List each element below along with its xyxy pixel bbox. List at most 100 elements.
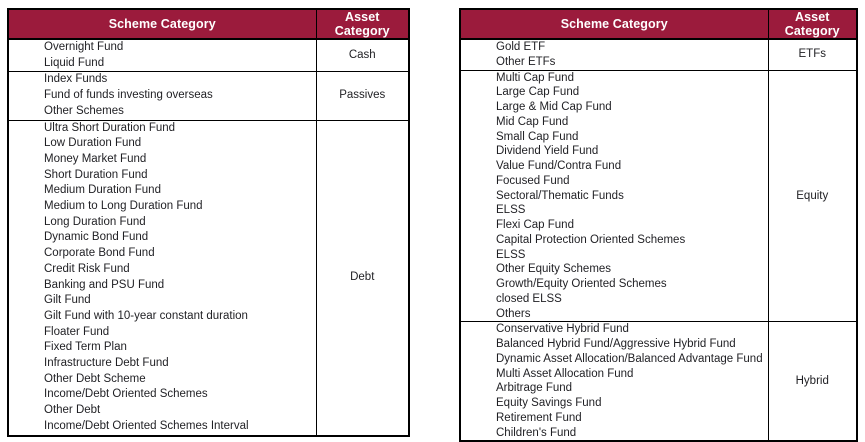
table-row: Flexi Cap Fund bbox=[460, 218, 857, 233]
scheme-cell: Floater Fund bbox=[8, 324, 317, 341]
table-row: Income/Debt Oriented Schemes Interval bbox=[8, 418, 409, 436]
table-row: Corporate Bond Fund bbox=[8, 246, 409, 262]
table-row: Credit Risk Fund bbox=[8, 261, 409, 278]
scheme-cell: Multi Cap Fund bbox=[460, 69, 769, 86]
table-row: Small Cap Fund bbox=[460, 129, 857, 145]
right-scheme-asset-table: Scheme Category Asset Category Gold ETF E… bbox=[459, 8, 858, 442]
scheme-cell: Other Equity Schemes bbox=[460, 262, 769, 277]
scheme-cell: Gilt Fund with 10-year constant duration bbox=[8, 308, 317, 325]
scheme-cell: Focused Fund bbox=[460, 173, 769, 189]
table-row: Dynamic Asset Allocation/Balanced Advant… bbox=[460, 351, 857, 367]
table-row: Liquid Fund bbox=[8, 55, 409, 72]
table-row: Value Fund/Contra Fund bbox=[460, 159, 857, 174]
table-row: Money Market Fund bbox=[8, 151, 409, 168]
scheme-cell: Mid Cap Fund bbox=[460, 114, 769, 130]
table-row: Equity Savings Fund bbox=[460, 396, 857, 411]
table-row: Gilt Fund bbox=[8, 293, 409, 309]
scheme-cell: Equity Savings Fund bbox=[460, 396, 769, 411]
table-row: Capital Protection Oriented Schemes bbox=[460, 232, 857, 248]
table-row: Low Duration Fund bbox=[8, 136, 409, 152]
scheme-cell: Other Debt bbox=[8, 403, 317, 419]
table-row: Large Cap Fund bbox=[460, 85, 857, 100]
scheme-cell: ELSS bbox=[460, 203, 769, 218]
table-row: Balanced Hybrid Fund/Aggressive Hybrid F… bbox=[460, 337, 857, 352]
header-row: Scheme Category Asset Category bbox=[8, 9, 409, 40]
table-row: Others bbox=[460, 306, 857, 322]
asset-category-cell: ETFs bbox=[798, 48, 826, 61]
table-row: Retirement Fund bbox=[460, 410, 857, 426]
table-row: ELSS bbox=[460, 247, 857, 263]
scheme-cell: Infrastructure Debt Fund bbox=[8, 356, 317, 372]
scheme-cell: Retirement Fund bbox=[460, 410, 769, 426]
scheme-cell: Capital Protection Oriented Schemes bbox=[460, 232, 769, 248]
scheme-cell: Fund of funds investing overseas bbox=[8, 88, 317, 104]
table-row: Other ETFs bbox=[460, 54, 857, 70]
scheme-cell: Index Funds bbox=[8, 71, 317, 89]
asset-category-cell: Passives bbox=[316, 71, 409, 121]
table-row: Medium to Long Duration Fund bbox=[8, 199, 409, 215]
left-scheme-asset-table: Scheme Category Asset Category Overnight… bbox=[7, 8, 410, 437]
scheme-cell: Multi Asset Allocation Fund bbox=[460, 366, 769, 382]
table-row: Other Debt Scheme bbox=[8, 371, 409, 388]
table-row: Mid Cap Fund bbox=[460, 114, 857, 130]
scheme-cell: Gilt Fund bbox=[8, 293, 317, 309]
scheme-cell: Value Fund/Contra Fund bbox=[460, 159, 769, 174]
table-row: Dividend Yield Fund bbox=[460, 144, 857, 159]
table-row: Long Duration Fund bbox=[8, 214, 409, 231]
asset-category-header: Asset Category bbox=[768, 9, 857, 40]
table-row: Banking and PSU Fund bbox=[8, 277, 409, 294]
table-row: Focused Fund bbox=[460, 173, 857, 189]
scheme-cell: Low Duration Fund bbox=[8, 136, 317, 152]
scheme-cell: Growth/Equity Oriented Schemes bbox=[460, 277, 769, 292]
asset-category-cell: Hybrid bbox=[768, 321, 857, 442]
table-row: Other Equity Schemes bbox=[460, 262, 857, 277]
table-row: Growth/Equity Oriented Schemes bbox=[460, 277, 857, 292]
table-row: Index Funds Passives bbox=[8, 71, 409, 121]
scheme-cell: Children's Fund bbox=[460, 425, 769, 442]
scheme-cell: Balanced Hybrid Fund/Aggressive Hybrid F… bbox=[460, 337, 769, 352]
scheme-cell: Large & Mid Cap Fund bbox=[460, 100, 769, 115]
scheme-cell: Other ETFs bbox=[460, 54, 769, 70]
asset-category-cell: Equity bbox=[768, 69, 857, 322]
table-row: ELSS bbox=[460, 203, 857, 218]
scheme-cell: Large Cap Fund bbox=[460, 85, 769, 100]
header-row: Scheme Category Asset Category bbox=[460, 9, 857, 40]
scheme-cell: Liquid Fund bbox=[8, 55, 317, 72]
table-row: Infrastructure Debt Fund bbox=[8, 356, 409, 372]
table-row: Multi Cap Fund Equity bbox=[460, 69, 857, 322]
table-row: Fixed Term Plan bbox=[8, 340, 409, 357]
scheme-category-header: Scheme Category bbox=[460, 9, 769, 40]
table-row: Ultra Short Duration Fund Debt bbox=[8, 119, 409, 436]
scheme-cell: Dividend Yield Fund bbox=[460, 144, 769, 159]
scheme-cell: Medium to Long Duration Fund bbox=[8, 199, 317, 215]
asset-category-cell: Debt bbox=[316, 119, 409, 436]
scheme-cell: Overnight Fund bbox=[8, 39, 317, 56]
table-row: Other Debt bbox=[8, 403, 409, 419]
table-row: Arbitrage Fund bbox=[460, 381, 857, 396]
table-row: Gilt Fund with 10-year constant duration bbox=[8, 308, 409, 325]
table-row: closed ELSS bbox=[460, 291, 857, 307]
scheme-cell: Medium Duration Fund bbox=[8, 183, 317, 200]
scheme-cell: Other Debt Scheme bbox=[8, 371, 317, 388]
scheme-cell: Credit Risk Fund bbox=[8, 261, 317, 278]
scheme-cell: Ultra Short Duration Fund bbox=[8, 119, 317, 137]
scheme-cell: Flexi Cap Fund bbox=[460, 218, 769, 233]
scheme-cell: Fixed Term Plan bbox=[8, 340, 317, 357]
scheme-cell: Short Duration Fund bbox=[8, 167, 317, 184]
scheme-cell: Other Schemes bbox=[8, 103, 317, 121]
table-row: Multi Asset Allocation Fund bbox=[460, 366, 857, 382]
table-row: Sectoral/Thematic Funds bbox=[460, 188, 857, 204]
scheme-cell: Money Market Fund bbox=[8, 151, 317, 168]
table-row: Conservative Hybrid Fund Hybrid bbox=[460, 321, 857, 442]
scheme-cell: Conservative Hybrid Fund bbox=[460, 321, 769, 337]
scheme-cell: Arbitrage Fund bbox=[460, 381, 769, 396]
scheme-cell: Corporate Bond Fund bbox=[8, 246, 317, 262]
table-row: Short Duration Fund bbox=[8, 167, 409, 184]
scheme-cell: Long Duration Fund bbox=[8, 214, 317, 231]
scheme-cell: Sectoral/Thematic Funds bbox=[460, 188, 769, 204]
scheme-category-header: Scheme Category bbox=[8, 9, 317, 40]
scheme-cell: Small Cap Fund bbox=[460, 129, 769, 145]
scheme-cell: Income/Debt Oriented Schemes bbox=[8, 387, 317, 404]
table-row: Gold ETF ETFs bbox=[460, 39, 857, 60]
